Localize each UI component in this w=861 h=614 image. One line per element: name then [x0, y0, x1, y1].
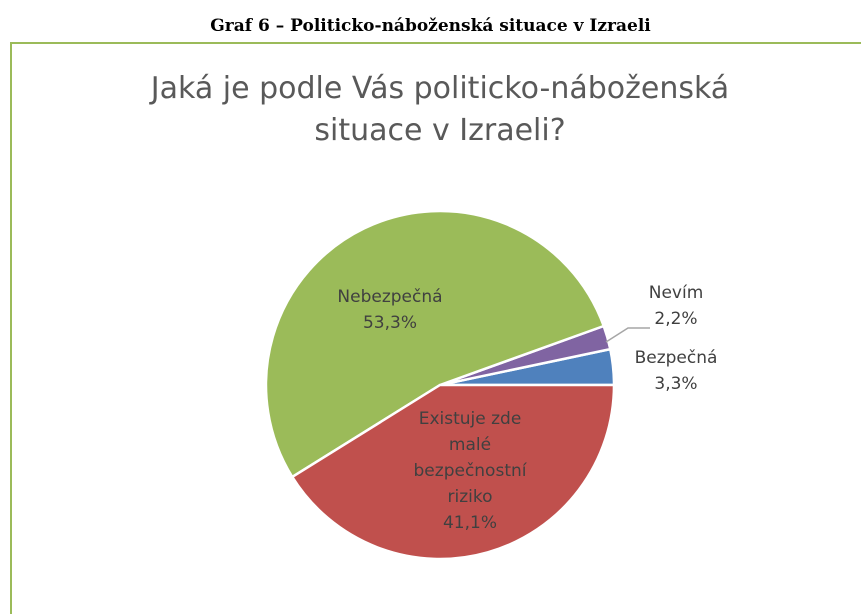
slice-value-label: 41,1% — [442, 513, 498, 533]
slice-value-label: 2,2% — [654, 309, 698, 329]
pie-slice — [264, 209, 606, 479]
slice-label: Nebezpečná — [337, 287, 443, 307]
leader-line — [605, 327, 650, 343]
chart-title: Jaká je podle Vás politicko-náboženská s… — [150, 71, 730, 148]
caption: Graf 6 – Politicko-náboženská situace v … — [210, 16, 651, 36]
slice-label: Nevím — [648, 283, 704, 303]
pie-slice — [290, 383, 616, 561]
slice-value-label: 53,3% — [362, 313, 418, 333]
slice-value-label: 3,3% — [654, 374, 698, 394]
chart-frame — [10, 42, 861, 614]
slice-label: Existuje zde malé bezpečnostní riziko — [413, 409, 527, 507]
slice-label: Bezpečná — [634, 348, 718, 368]
